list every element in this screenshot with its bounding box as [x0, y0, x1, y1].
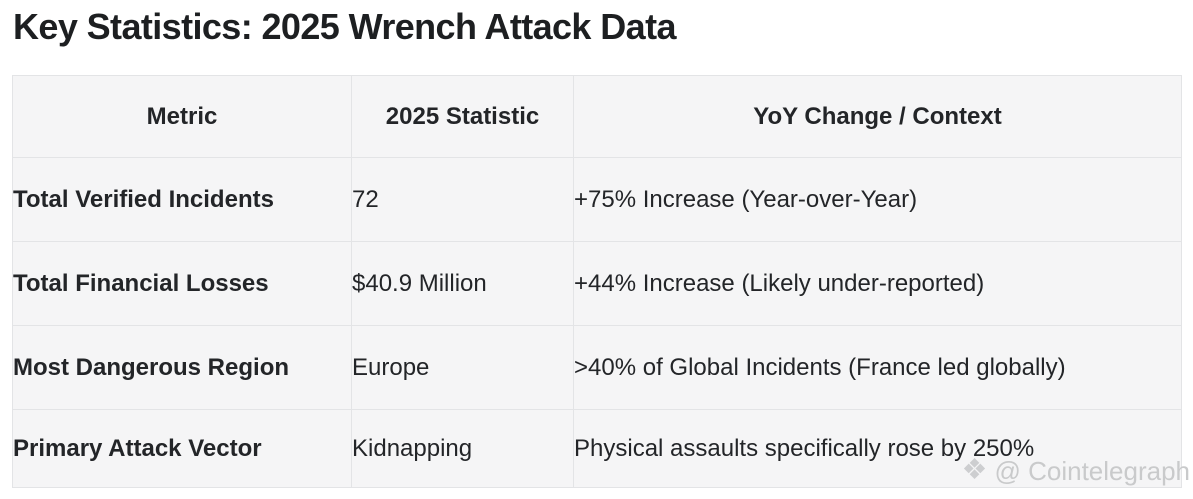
- statistic-cell: $40.9 Million: [351, 241, 574, 326]
- statistic-cell: 72: [351, 157, 574, 242]
- statistics-table: Metric 2025 Statistic YoY Change / Conte…: [12, 75, 1182, 488]
- column-header-statistic: 2025 Statistic: [351, 75, 574, 158]
- metric-cell: Most Dangerous Region: [12, 325, 352, 410]
- column-header-metric: Metric: [12, 75, 352, 158]
- table-row: Primary Attack Vector Kidnapping Physica…: [12, 409, 1182, 488]
- column-header-context: YoY Change / Context: [573, 75, 1182, 158]
- context-cell: >40% of Global Incidents (France led glo…: [573, 325, 1182, 410]
- statistic-cell: Kidnapping: [351, 409, 574, 488]
- table-row: Total Financial Losses $40.9 Million +44…: [12, 241, 1182, 326]
- context-cell: +75% Increase (Year-over-Year): [573, 157, 1182, 242]
- context-cell: Physical assaults specifically rose by 2…: [573, 409, 1182, 488]
- context-cell: +44% Increase (Likely under-reported): [573, 241, 1182, 326]
- statistic-cell: Europe: [351, 325, 574, 410]
- metric-cell: Total Financial Losses: [12, 241, 352, 326]
- page-title: Key Statistics: 2025 Wrench Attack Data: [13, 6, 676, 47]
- metric-cell: Total Verified Incidents: [12, 157, 352, 242]
- metric-cell: Primary Attack Vector: [12, 409, 352, 488]
- table-row: Most Dangerous Region Europe >40% of Glo…: [12, 325, 1182, 410]
- table-header-row: Metric 2025 Statistic YoY Change / Conte…: [12, 75, 1182, 158]
- table-row: Total Verified Incidents 72 +75% Increas…: [12, 157, 1182, 242]
